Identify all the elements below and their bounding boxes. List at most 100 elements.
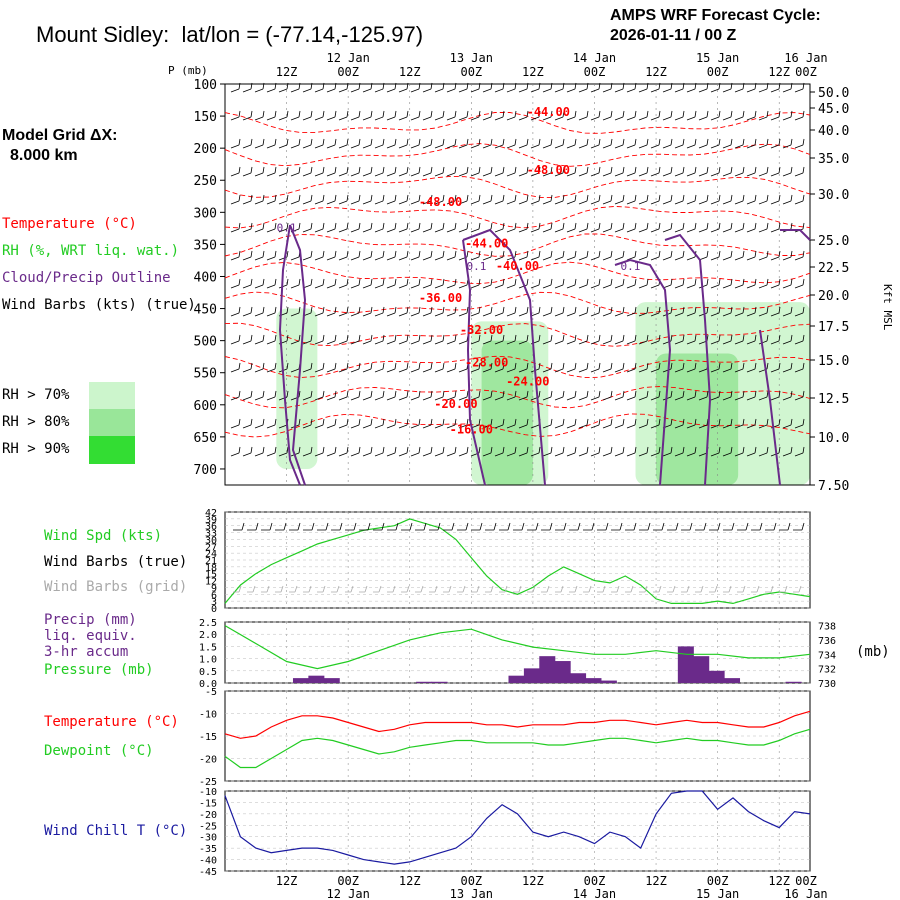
wind-barb (362, 418, 373, 429)
wind-barb (386, 306, 397, 317)
height-tick-label: 22.5 (818, 261, 849, 276)
wind-barb (254, 446, 265, 457)
wind-barb (506, 334, 517, 345)
wind-barb (746, 418, 757, 429)
wind-barb (326, 306, 337, 317)
wind-barb (686, 390, 697, 401)
windchill-panel: -45-40-35-30-25-20-15-10 (199, 787, 811, 878)
wind-barb (350, 222, 361, 233)
wind-barb (782, 82, 793, 93)
precip-bar (724, 678, 741, 683)
temperature-contour-label: -48.00 (419, 195, 462, 209)
temperature-tick-label: -15 (199, 732, 217, 743)
wind-barb (590, 222, 601, 233)
wind-barb (578, 418, 589, 429)
label-windchill: Wind Chill T (°C) (44, 823, 188, 839)
wind-barb (494, 278, 505, 289)
wind-barb-grid (765, 585, 774, 593)
wind-barb-grid (611, 585, 620, 593)
wind-barb (470, 278, 481, 289)
wind-barb (254, 166, 265, 177)
wind-barb (566, 222, 577, 233)
wind-barb (230, 446, 241, 457)
wind-barb (746, 390, 757, 401)
wind-barb (482, 138, 493, 149)
wind-barb (542, 362, 553, 373)
wind-barb (494, 446, 505, 457)
wind-barb (794, 306, 805, 317)
wind-barb (506, 362, 517, 373)
temperature-contour-label: -44.00 (465, 237, 508, 251)
temperature-tick-label: -5 (205, 687, 217, 698)
height-tick-label: 45.0 (818, 102, 849, 117)
wind-barb (314, 110, 325, 121)
wind-barb (614, 82, 625, 93)
wind-barb (590, 194, 601, 205)
pressure-tick-label: 738 (818, 622, 836, 633)
wind-barb (470, 110, 481, 121)
wind-barb-grid (569, 585, 578, 593)
wind-barb (410, 306, 421, 317)
wind-barb (686, 110, 697, 121)
wind-barb (542, 306, 553, 317)
wind-barb (266, 222, 277, 233)
wind-barb (482, 194, 493, 205)
wind-barb (398, 278, 409, 289)
wind-barb (350, 362, 361, 373)
wind-barb (326, 138, 337, 149)
label-pressure: Pressure (mb) (44, 662, 154, 678)
wind-barb (446, 334, 457, 345)
wind-barb (242, 110, 253, 121)
wind-barb (386, 334, 397, 345)
wind-barb (794, 278, 805, 289)
height-tick-label: 50.0 (818, 86, 849, 101)
wind-barb-grid (261, 585, 270, 593)
wind-barb-true (429, 522, 441, 531)
wind-barb-true (317, 522, 329, 531)
wind-barb (614, 222, 625, 233)
precip-bar (292, 678, 309, 683)
wind-barb (542, 334, 553, 345)
precip-tick-label: 0.0 (199, 679, 217, 690)
wind-barb (794, 446, 805, 457)
wind-barb (578, 82, 589, 93)
rh-region-0 (276, 308, 318, 469)
wind-barb (494, 418, 505, 429)
temperature-contour-label: -32.00 (460, 323, 503, 337)
wind-barb-grid (779, 585, 788, 593)
temperature-contour (224, 322, 811, 347)
wind-barb (782, 362, 793, 373)
wind-barb (530, 82, 541, 93)
top-hour-label: 12Z (645, 65, 667, 79)
wind-barb (470, 334, 481, 345)
wind-barb (242, 362, 253, 373)
wind-barb-grid (583, 585, 592, 593)
wind-barb (314, 278, 325, 289)
wind-barb (518, 250, 529, 261)
wind-barb (302, 334, 313, 345)
wind-barb (278, 82, 289, 93)
station-latlon: lat/lon = (-77.14,-125.97) (181, 22, 424, 47)
forecast-cycle: AMPS WRF Forecast Cycle: 2026-01-11 / 00… (610, 6, 821, 46)
wind-barb-true (331, 522, 343, 531)
wind-barb-grid (625, 585, 634, 593)
label-precip-accum: 3-hr accum (44, 644, 129, 660)
wind-barb-true (233, 522, 245, 531)
wind-barb (578, 166, 589, 177)
wind-barb (782, 194, 793, 205)
wind-barb (398, 110, 409, 121)
wind-barb (302, 222, 313, 233)
wind-barb (410, 138, 421, 149)
wind-barb (626, 362, 637, 373)
wind-barb (458, 110, 469, 121)
bottom-hour-label: 12Z (522, 874, 544, 888)
wind-barb (374, 194, 385, 205)
wind-barb (446, 446, 457, 457)
wind-barb (650, 306, 661, 317)
wind-barb (230, 138, 241, 149)
temperature-tick-label: -10 (199, 710, 217, 721)
wind-barb (686, 306, 697, 317)
wind-barb (722, 222, 733, 233)
wind-barb (338, 138, 349, 149)
wind-barb-true (527, 522, 539, 531)
